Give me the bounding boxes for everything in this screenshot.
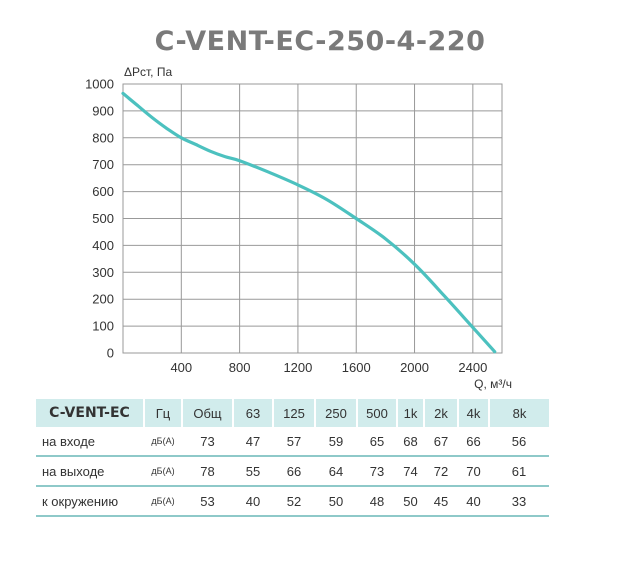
pressure-curve-line	[121, 91, 497, 354]
row-unit: дБ(А)	[144, 427, 182, 457]
y-tick-label: 0	[107, 346, 114, 361]
table-cell: 73	[357, 456, 397, 487]
table-cell: 50	[397, 486, 424, 517]
table-row: на выходе дБ(А) 78 55 66 64 73 74 72 70 …	[36, 456, 549, 487]
chart-title: C-VENT-EC-250-4-220	[154, 26, 486, 57]
x-tick-label: 400	[170, 360, 192, 375]
table-cell: 78	[182, 456, 233, 487]
x-tick-label: 1200	[283, 360, 312, 375]
row-label: к окружению	[36, 486, 144, 517]
x-tick-labels: 400 800 1200 1600 2000 2400	[170, 360, 487, 375]
y-tick-label: 900	[92, 103, 114, 118]
table-cell: 64	[315, 456, 357, 487]
noise-table-header: C-VENT-EC Гц Общ 63 125 250 500 1k 2k 4k…	[36, 399, 549, 427]
y-tick-label: 1000	[85, 77, 114, 92]
table-cell: 72	[424, 456, 458, 487]
freq-header: 63	[233, 399, 274, 427]
table-row: к окружению дБ(А) 53 40 52 50 48 50 45 4…	[36, 486, 549, 517]
freq-header: 1k	[397, 399, 425, 427]
table-cell: 48	[357, 486, 397, 517]
table-cell: 66	[273, 456, 315, 487]
table-cell: 70	[458, 456, 489, 487]
y-tick-label: 300	[92, 265, 114, 280]
y-tick-label: 500	[92, 211, 114, 226]
x-tick-label: 2400	[458, 360, 487, 375]
table-cell: 40	[458, 486, 489, 517]
x-axis-label: Q, м³/ч	[474, 377, 512, 391]
table-cell: 61	[489, 456, 549, 487]
hz-header: Гц	[144, 399, 183, 427]
model-header: C-VENT-EC	[36, 399, 145, 427]
y-tick-label: 200	[92, 292, 114, 307]
noise-table: C-VENT-EC Гц Общ 63 125 250 500 1k 2k 4k…	[36, 399, 549, 517]
freq-header: 250	[315, 399, 358, 427]
freq-header: 8k	[489, 399, 549, 427]
y-tick-label: 800	[92, 130, 114, 145]
x-tick-label: 2000	[400, 360, 429, 375]
table-cell: 52	[273, 486, 315, 517]
table-cell: 53	[182, 486, 233, 517]
y-axis-label: ΔPст, Па	[124, 65, 172, 79]
freq-header: 2k	[424, 399, 459, 427]
table-row: на входе дБ(А) 73 47 57 59 65 68 67 66 5…	[36, 427, 549, 457]
table-cell: 33	[489, 486, 549, 517]
table-cell: 65	[357, 427, 397, 457]
table-cell: 57	[273, 427, 315, 457]
x-tick-label: 800	[229, 360, 251, 375]
table-cell: 59	[315, 427, 357, 457]
table-cell: 50	[315, 486, 357, 517]
table-cell: 45	[424, 486, 458, 517]
freq-header: 4k	[458, 399, 490, 427]
table-cell: 47	[233, 427, 273, 457]
freq-header: 500	[357, 399, 398, 427]
y-tick-label: 400	[92, 238, 114, 253]
y-tick-labels: 0 100 200 300 400 500 600 700 800 900 1000	[85, 77, 114, 361]
table-cell: 55	[233, 456, 273, 487]
y-tick-label: 100	[92, 319, 114, 334]
row-label: на входе	[36, 427, 144, 457]
row-unit: дБ(А)	[144, 486, 182, 517]
table-cell: 67	[424, 427, 458, 457]
row-label: на выходе	[36, 456, 144, 487]
table-cell: 66	[458, 427, 489, 457]
row-unit: дБ(А)	[144, 456, 182, 487]
freq-header: Общ	[182, 399, 234, 427]
table-cell: 68	[397, 427, 424, 457]
freq-header: 125	[273, 399, 316, 427]
x-tick-label: 1600	[342, 360, 371, 375]
y-tick-label: 700	[92, 157, 114, 172]
grid	[122, 83, 503, 354]
y-tick-label: 600	[92, 184, 114, 199]
table-cell: 74	[397, 456, 424, 487]
pressure-flow-chart: 0 100 200 300 400 500 600 700 800 900 1000 400 800 1…	[85, 65, 512, 391]
table-cell: 56	[489, 427, 549, 457]
table-cell: 73	[182, 427, 233, 457]
table-cell: 40	[233, 486, 273, 517]
